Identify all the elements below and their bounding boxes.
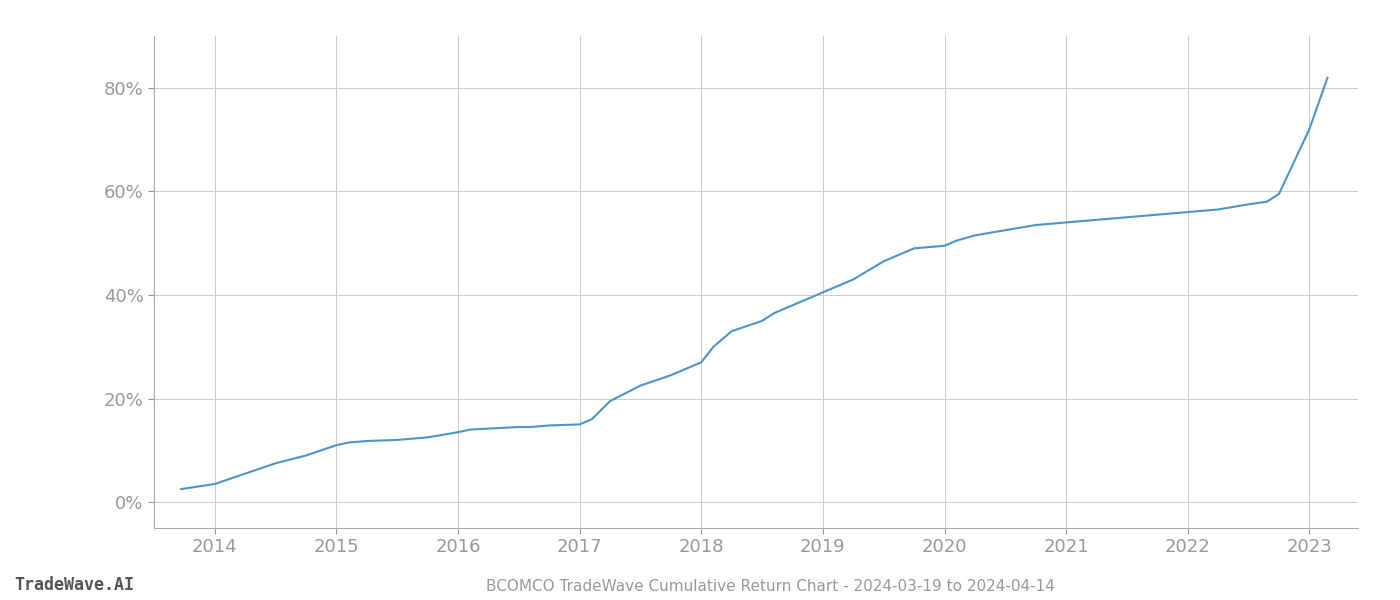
Text: TradeWave.AI: TradeWave.AI <box>14 576 134 594</box>
Text: BCOMCO TradeWave Cumulative Return Chart - 2024-03-19 to 2024-04-14: BCOMCO TradeWave Cumulative Return Chart… <box>486 579 1054 594</box>
